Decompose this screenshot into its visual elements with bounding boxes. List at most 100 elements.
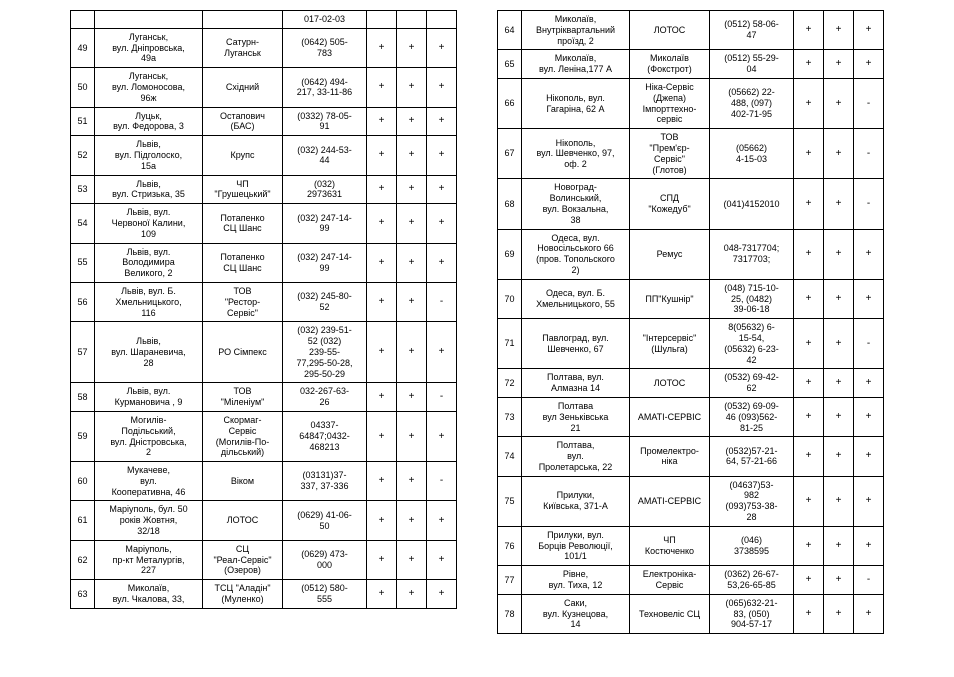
cell-company: ЛОТОС xyxy=(203,501,283,540)
table-row: 63Миколаїв,вул. Чкалова, 33,ТСЦ "Аладін"… xyxy=(71,580,457,609)
cell-address: Львів,вул. Підголоско,15а xyxy=(95,136,203,175)
cell-num: 61 xyxy=(71,501,95,540)
table-row: 58Львів, вул.Курмановича , 9ТОВ"Міленіум… xyxy=(71,383,457,412)
table-row: 017-02-03 xyxy=(71,11,457,29)
cell-c2: + xyxy=(824,319,854,369)
cell-num: 56 xyxy=(71,282,95,321)
cell-address: Полтава, вул.Алмазна 14 xyxy=(522,369,630,398)
cell-c3: - xyxy=(854,78,884,128)
cell-c1: + xyxy=(367,383,397,412)
cell-c2: + xyxy=(397,243,427,282)
cell-c1: + xyxy=(794,369,824,398)
table-row: 62Маріуполь,пр-кт Металургів,227СЦ"Реал-… xyxy=(71,540,457,579)
cell-c3: + xyxy=(854,229,884,279)
cell-phone: (0512) 55-29-04 xyxy=(710,50,794,79)
cell-c3: + xyxy=(427,68,457,107)
cell-c3: + xyxy=(427,136,457,175)
cell-c2: + xyxy=(824,397,854,436)
cell-company: СПД"Кожедуб" xyxy=(630,179,710,229)
cell-company: Східний xyxy=(203,68,283,107)
cell-c1: + xyxy=(794,279,824,318)
cell-address: Львів, вул. Б.Хмельницького,116 xyxy=(95,282,203,321)
cell-num: 76 xyxy=(498,526,522,565)
table-row: 73Полтававул Зеньківська21АМАТІ-СЕРВІС(0… xyxy=(498,397,884,436)
table-row: 55Львів, вул.ВолодимираВеликого, 2Потапе… xyxy=(71,243,457,282)
table-row: 52Львів,вул. Підголоско,15аКрупс(032) 24… xyxy=(71,136,457,175)
cell-num: 54 xyxy=(71,204,95,243)
cell-phone: (04637)53-982(093)753-38-28 xyxy=(710,476,794,526)
cell-phone: (05662)4-15-03 xyxy=(710,129,794,179)
cell-c2: + xyxy=(397,540,427,579)
cell-address: Полтава,вул.Пролетарська, 22 xyxy=(522,437,630,476)
cell-c1: + xyxy=(367,243,397,282)
table-row: 78Саки,вул. Кузнецова,14Техновеліс СЦ(06… xyxy=(498,594,884,633)
cell-company: "Інтерсервіс"(Шульга) xyxy=(630,319,710,369)
table-row: 56Львів, вул. Б.Хмельницького,116ТОВ"Рес… xyxy=(71,282,457,321)
cell-c2: + xyxy=(397,28,427,67)
cell-num: 77 xyxy=(498,566,522,595)
cell-company: Промелектро-ніка xyxy=(630,437,710,476)
cell-phone: (032) 247-14-99 xyxy=(283,243,367,282)
cell-phone: (03131)37-337, 37-336 xyxy=(283,462,367,501)
cell-num: 51 xyxy=(71,107,95,136)
cell-c3: + xyxy=(427,243,457,282)
cell-num: 67 xyxy=(498,129,522,179)
cell-phone: (0512) 58-06-47 xyxy=(710,11,794,50)
cell-c2: + xyxy=(824,526,854,565)
cell-num: 63 xyxy=(71,580,95,609)
cell-c1: + xyxy=(367,136,397,175)
cell-c2: + xyxy=(397,68,427,107)
cell-phone: (0642) 505-783 xyxy=(283,28,367,67)
cell-c1: + xyxy=(794,594,824,633)
cell-c2: + xyxy=(824,279,854,318)
cell-address: Нікополь,вул. Шевченко, 97,оф. 2 xyxy=(522,129,630,179)
cell-phone: (0532) 69-09-46 (093)562-81-25 xyxy=(710,397,794,436)
cell-c1: + xyxy=(367,501,397,540)
cell-phone: (046)3738595 xyxy=(710,526,794,565)
cell-c3: - xyxy=(427,282,457,321)
cell-c1: + xyxy=(367,28,397,67)
cell-company: ПП"Кушнір" xyxy=(630,279,710,318)
cell-c3: + xyxy=(854,397,884,436)
cell-phone: (032) 244-53-44 xyxy=(283,136,367,175)
cell-company: АМАТІ-СЕРВІС xyxy=(630,476,710,526)
cell-phone: (0532)57-21-64, 57-21-66 xyxy=(710,437,794,476)
cell-c1: + xyxy=(794,319,824,369)
cell-num: 74 xyxy=(498,437,522,476)
cell-c2: + xyxy=(824,229,854,279)
cell-company xyxy=(203,11,283,29)
cell-c1: + xyxy=(794,179,824,229)
cell-c1: + xyxy=(794,566,824,595)
cell-c1: + xyxy=(367,411,397,461)
cell-num: 52 xyxy=(71,136,95,175)
cell-phone: (0629) 41-06-50 xyxy=(283,501,367,540)
table-row: 72Полтава, вул.Алмазна 14ЛОТОС(0532) 69-… xyxy=(498,369,884,398)
table-row: 69Одеса, вул.Новосільського 66(пров. Топ… xyxy=(498,229,884,279)
cell-num: 60 xyxy=(71,462,95,501)
cell-phone: 8(05632) 6-15-54,(05632) 6-23-42 xyxy=(710,319,794,369)
cell-c3: - xyxy=(854,129,884,179)
cell-c2: + xyxy=(824,179,854,229)
cell-c1: + xyxy=(794,437,824,476)
cell-num: 49 xyxy=(71,28,95,67)
cell-num: 66 xyxy=(498,78,522,128)
cell-c1: + xyxy=(367,204,397,243)
cell-c3: + xyxy=(427,580,457,609)
cell-company: СЦ"Реал-Сервіс"(Озеров) xyxy=(203,540,283,579)
cell-c2: + xyxy=(397,204,427,243)
cell-c1: + xyxy=(367,175,397,204)
cell-c3: + xyxy=(427,204,457,243)
cell-phone: 017-02-03 xyxy=(283,11,367,29)
cell-address: Одеса, вул.Новосільського 66(пров. Топол… xyxy=(522,229,630,279)
cell-c2: + xyxy=(397,462,427,501)
cell-address: Миколаїв,Внутріквартальнийпроїзд, 2 xyxy=(522,11,630,50)
cell-address: Павлоград, вул.Шевченко, 67 xyxy=(522,319,630,369)
cell-num: 65 xyxy=(498,50,522,79)
cell-phone: (0642) 494-217, 33-11-86 xyxy=(283,68,367,107)
cell-c1: + xyxy=(367,462,397,501)
cell-c3: + xyxy=(427,322,457,383)
cell-address: Львів, вул.Курмановича , 9 xyxy=(95,383,203,412)
cell-c3 xyxy=(427,11,457,29)
cell-address: Луцьк,вул. Федорова, 3 xyxy=(95,107,203,136)
cell-phone: (05662) 22-488, (097)402-71-95 xyxy=(710,78,794,128)
